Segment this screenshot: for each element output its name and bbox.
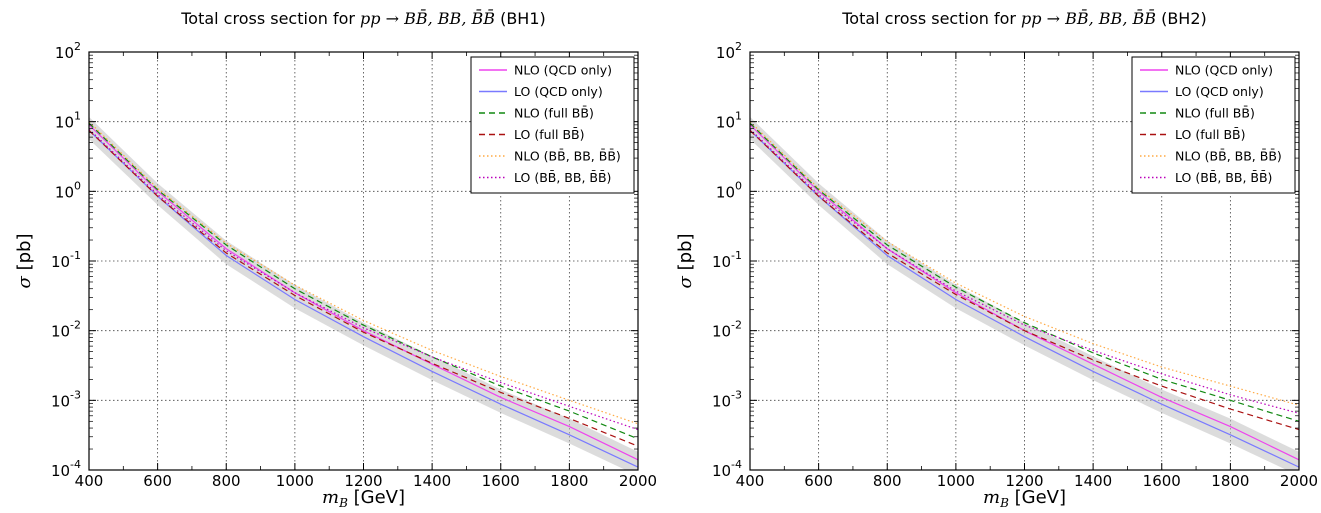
legend-label-3: LO (full BB̄) (514, 127, 584, 142)
legend-box (470, 56, 635, 194)
legend-label-5: LO (BB̄, BB, B̄B̄) (1175, 170, 1272, 185)
y-tick-label: 10-3 (51, 388, 81, 410)
y-tick-label: 100 (55, 179, 81, 201)
legend-label-2: NLO (full BB̄) (1175, 106, 1255, 121)
x-tick-label: 800 (212, 472, 241, 490)
y-tick-label: 10-4 (51, 458, 81, 480)
series-lines (750, 121, 1299, 468)
y-tick-label: 10-1 (51, 249, 81, 271)
legend-label-5: LO (BB̄, BB, B̄B̄) (514, 170, 611, 185)
y-tick-label: 102 (716, 40, 742, 62)
x-tick-label: 400 (75, 472, 104, 490)
x-tick-label: 600 (804, 472, 833, 490)
y-ticks: 10-4 10-3 10-2 10-1 100 101 102 (51, 40, 638, 480)
chart-bh1: Total cross section for pp → BB̄, BB, B̄… (14, 7, 657, 510)
series-lines (89, 121, 638, 468)
y-tick-label: 10-2 (51, 319, 81, 341)
uncertainty-band (750, 116, 1299, 470)
y-tick-label: 100 (716, 179, 742, 201)
y-tick-label: 10-2 (712, 319, 742, 341)
x-tick-label: 1600 (482, 472, 520, 490)
y-axis-label: σ [pb] (675, 234, 696, 289)
y-tick-label: 102 (55, 40, 81, 62)
x-tick-label: 1800 (1211, 472, 1249, 490)
x-tick-label: 1600 (1143, 472, 1181, 490)
legend-label-3: LO (full BB̄) (1175, 127, 1245, 142)
y-tick-label: 10-4 (712, 458, 742, 480)
chart-panel-bh2: Total cross section for pp → BB̄, BB, B̄… (661, 0, 1321, 513)
x-tick-label: 1400 (413, 472, 451, 490)
legend-box (1131, 56, 1296, 194)
band-area (89, 116, 638, 470)
x-tick-label: 1000 (937, 472, 975, 490)
legend-label-2: NLO (full BB̄) (514, 106, 594, 121)
legend-label-1: LO (QCD only) (514, 84, 603, 99)
x-tick-label: 1800 (550, 472, 588, 490)
legend-label-1: LO (QCD only) (1175, 84, 1264, 99)
y-tick-label: 101 (716, 110, 742, 132)
y-tick-label: 10-1 (712, 249, 742, 271)
x-axis-label: mB [GeV] (322, 487, 405, 510)
chart-title: Total cross section for pp → BB̄, BB, B̄… (841, 7, 1207, 28)
band-area (750, 116, 1299, 470)
x-tick-label: 1200 (344, 472, 382, 490)
x-tick-label: 2000 (619, 472, 657, 490)
legend: NLO (QCD only) LO (QCD only) NLO (full BB̄… (1131, 56, 1296, 194)
x-tick-label: 1200 (1005, 472, 1043, 490)
y-tick-label: 10-3 (712, 388, 742, 410)
y-axis-label: σ [pb] (14, 234, 35, 289)
series-line-5 (750, 128, 1299, 414)
x-ticks: 400 600 800 1000 1200 1400 1600 1800 2000 (736, 52, 1318, 490)
chart-panel-bh1: Total cross section for pp → BB̄, BB, B̄… (0, 0, 660, 513)
legend-label-0: NLO (QCD only) (514, 63, 612, 78)
x-tick-label: 800 (873, 472, 902, 490)
x-axis-label: mB [GeV] (983, 487, 1066, 510)
series-line-4 (750, 121, 1299, 406)
y-tick-label: 101 (55, 110, 81, 132)
legend-label-4: NLO (BB̄, BB, B̄B̄) (1175, 149, 1282, 164)
x-tick-label: 1000 (276, 472, 314, 490)
legend: NLO (QCD only) LO (QCD only) NLO (full BB̄… (470, 56, 635, 194)
x-tick-label: 600 (143, 472, 172, 490)
chart-bh2: Total cross section for pp → BB̄, BB, B̄… (675, 7, 1318, 510)
legend-label-4: NLO (BB̄, BB, B̄B̄) (514, 149, 621, 164)
x-tick-label: 2000 (1280, 472, 1318, 490)
x-tick-label: 400 (736, 472, 765, 490)
chart-title: Total cross section for pp → BB̄, BB, B̄… (180, 7, 546, 28)
legend-label-0: NLO (QCD only) (1175, 63, 1273, 78)
uncertainty-band (89, 116, 638, 470)
x-ticks: 400 600 800 1000 1200 1400 1600 1800 2000 (75, 52, 657, 490)
x-tick-label: 1400 (1074, 472, 1112, 490)
y-ticks: 10-4 10-3 10-2 10-1 100 101 102 (712, 40, 1299, 480)
